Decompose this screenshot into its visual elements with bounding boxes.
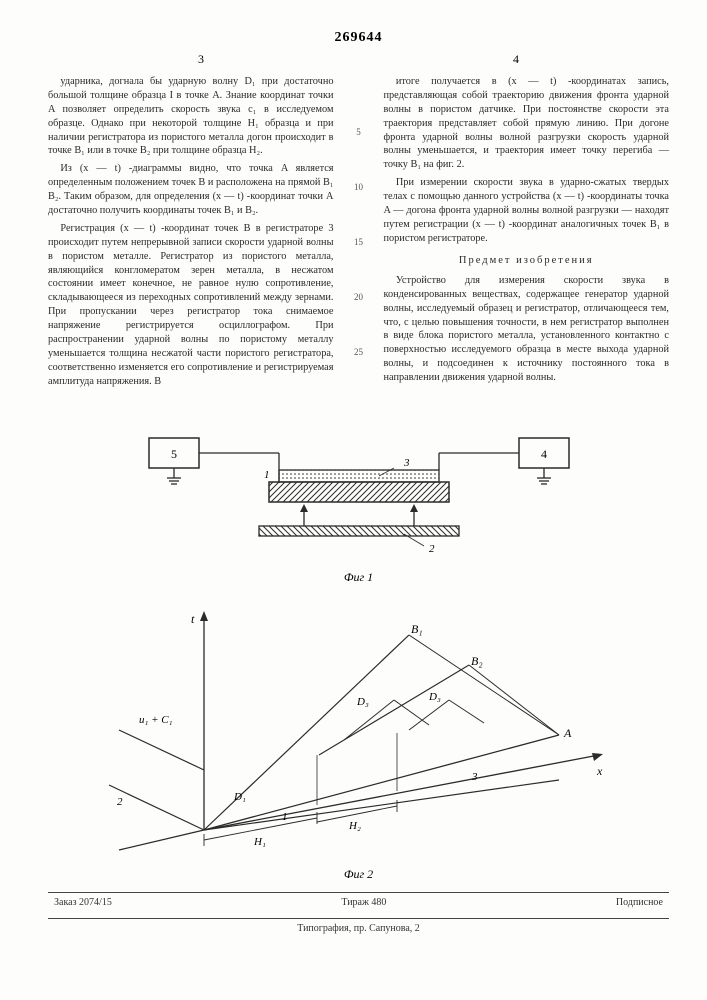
footer-typ: Типография, пр. Сапунова, 2 <box>48 923 669 934</box>
fig2-D1: D₁ <box>233 791 246 803</box>
footer-line: Заказ 2074/15 Тираж 480 Подписное <box>48 897 669 908</box>
footer-rule-bottom <box>48 918 669 919</box>
page-right: 4 <box>513 52 519 67</box>
fig1-label-4: 4 <box>541 447 547 461</box>
left-p2: Из (x — t) -диаграммы видно, что точка A… <box>48 162 334 218</box>
right-p1: итоге получается в (x — t) -координатах … <box>384 75 670 172</box>
ln: 25 <box>352 346 366 358</box>
right-column: итоге получается в (x — t) -координатах … <box>384 75 670 410</box>
page-left: 3 <box>198 52 204 67</box>
text-columns: ударника, догнала бы ударную волну D₁ пр… <box>48 75 669 410</box>
page-numbers: 3 4 <box>48 52 669 67</box>
fig2-n1: 1 <box>282 811 288 823</box>
footer-tirage: Тираж 480 <box>341 897 386 908</box>
right-p3: Устройство для измерения скорости звука … <box>384 274 670 385</box>
right-p2: При измерении скорости звука в ударно-сж… <box>384 176 670 245</box>
fig2-B1: B₁ <box>411 622 423 636</box>
fig1-label-2: 2 <box>429 543 435 555</box>
fig2-D3: D₃ <box>356 696 369 708</box>
fig2-B2: B₂ <box>471 654 483 668</box>
fig2-caption: Фиг 2 <box>48 867 669 882</box>
left-column: ударника, догнала бы ударную волну D₁ пр… <box>48 75 334 410</box>
fig1-caption: Фиг 1 <box>48 570 669 585</box>
fig1-label-3: 3 <box>403 457 410 469</box>
footer-rule-top <box>48 892 669 893</box>
fig2-H1: H₁ <box>253 836 266 848</box>
figures-area: 5 4 1 3 <box>48 428 669 882</box>
line-numbers: 5 10 15 20 25 <box>352 75 366 410</box>
ln: 5 <box>352 126 366 138</box>
fig1-label-5: 5 <box>171 447 177 461</box>
page: 269644 3 4 ударника, догнала бы ударную … <box>0 0 707 1000</box>
ln: 15 <box>352 236 366 248</box>
footer-order: Заказ 2074/15 <box>54 897 112 908</box>
fig2-A: A <box>563 726 572 740</box>
footer-sign: Подписное <box>616 897 663 908</box>
fig2-t: t <box>191 612 195 626</box>
fig2-D3b: D₃ <box>428 691 441 703</box>
fig2-n3: 3 <box>471 771 478 783</box>
ln: 20 <box>352 291 366 303</box>
ln: 10 <box>352 181 366 193</box>
fig2-n2: 2 <box>117 796 123 808</box>
left-p1: ударника, догнала бы ударную волну D₁ пр… <box>48 75 334 158</box>
left-p3: Регистрация (x — t) -координат точек B в… <box>48 222 334 389</box>
claim-heading: Предмет изобретения <box>384 254 670 268</box>
figure-1: 5 4 1 3 <box>129 428 589 568</box>
fig2-x: x <box>596 764 603 778</box>
fig1-label-1: 1 <box>264 469 270 481</box>
fig2-H2: H₂ <box>348 820 361 832</box>
document-number: 269644 <box>48 30 669 46</box>
fig2-uc: u₁ + C₁ <box>139 714 173 726</box>
figure-2: t x 2 u₁ + C₁ A B₁ B₂ <box>99 605 619 865</box>
